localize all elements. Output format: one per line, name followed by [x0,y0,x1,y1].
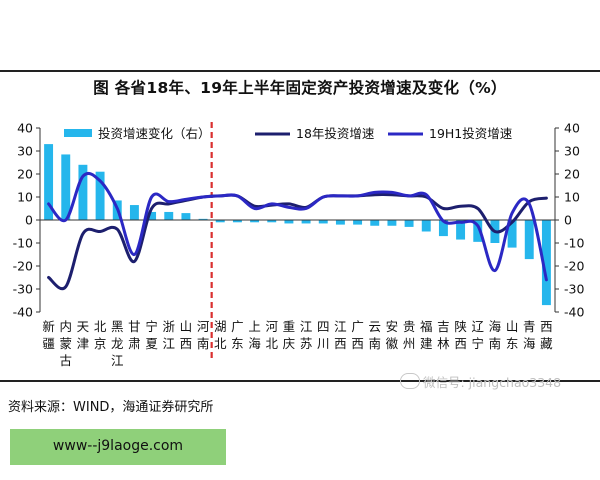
x-label-21: 贵州 [403,319,416,351]
x-label-11: 广东 [231,319,244,351]
bar-12 [250,220,260,223]
bar-21 [404,220,414,227]
x-label-12: 上海 [248,319,261,351]
x-label-2: 天津 [77,319,90,351]
bar-0 [44,144,54,220]
site-banner[interactable]: www--j9laoge.com [10,429,226,465]
y-tick-label-left: -40 [13,305,33,320]
x-label-6: 宁夏 [145,319,158,351]
chart-svg: 40 30 20 10 0 -10 -20 -30 -40 40 30 20 10 0 -10 -20 -30 -… [13,121,585,369]
bar-group [44,144,551,306]
x-label-5: 甘肃 [128,319,141,351]
bar-14 [284,220,294,224]
x-label-0: 新疆 [42,319,55,351]
x-label-26: 海南 [489,319,502,351]
x-label-3: 北京 [94,319,107,351]
bar-7 [164,211,174,220]
y-tick-label-left: 0 [25,213,33,228]
y-tick-label-left: -20 [13,259,33,274]
bar-11 [232,220,242,223]
bar-24 [456,220,466,240]
legend-label-18: 18年投资增速 [296,126,375,141]
y-tick-label-right: 10 [564,190,580,205]
source-note: 资料来源：WIND，海通证券研究所 [8,400,214,415]
bar-9 [198,218,208,220]
x-label-28: 青海 [523,319,536,351]
x-label-1: 内蒙古 [59,319,72,368]
x-label-24: 陕西 [454,319,467,351]
x-label-25: 辽宁 [471,319,484,351]
y-tick-label-left: -30 [13,282,33,297]
x-labels: 新疆内蒙古天津北京黑龙江甘肃宁夏浙江山西河南湖北广东上海河北重庆江苏四川江西广西… [42,319,553,368]
bar-22 [421,220,431,232]
bar-18 [353,220,363,225]
axes-group: 40 30 20 10 0 -10 -20 -30 -40 40 30 20 10 0 -10 -20 -30 -… [13,121,584,360]
bar-3 [95,171,105,220]
bar-2 [78,164,88,220]
legend-label-bars: 投资增速变化（右） [98,126,211,141]
bar-10 [215,220,225,223]
bottom-rule [0,380,600,382]
y-tick-label-right: 20 [564,167,580,182]
bar-27 [507,220,517,248]
y-tick-label-left: 10 [17,190,33,205]
x-label-4: 黑龙江 [111,319,124,368]
x-label-10: 湖北 [214,319,227,351]
bar-28 [524,220,534,260]
bar-19 [370,220,380,226]
bar-29 [541,220,551,306]
watermark-text: 微信号: jiangchao3348 [423,375,562,390]
legend-swatch-bars [64,129,92,137]
x-label-15: 江苏 [300,319,313,351]
legend-label-19: 19H1投资增速 [429,126,513,141]
bar-25 [473,220,483,242]
bar-17 [335,220,345,225]
y-tick-label-left: -10 [13,236,33,251]
y-tick-label-right: 0 [564,213,572,228]
y-tick-label-right: -10 [564,236,584,251]
bar-8 [181,213,191,220]
x-label-23: 吉林 [437,319,450,351]
legend: 投资增速变化（右） 18年投资增速 19H1投资增速 [64,126,513,141]
x-label-9: 河南 [197,319,210,351]
x-label-14: 重庆 [283,319,296,351]
bar-16 [318,220,328,224]
x-label-18: 广西 [351,319,364,351]
bar-20 [387,220,397,226]
x-label-19: 云南 [368,319,381,351]
line-series-2 [47,171,548,282]
x-label-16: 四川 [317,319,330,351]
bar-13 [267,220,277,223]
bar-23 [438,220,448,237]
x-label-8: 山西 [180,319,193,351]
x-label-17: 江西 [334,319,347,351]
bar-1 [61,154,71,220]
y-tick-label-right: 40 [564,121,580,136]
bar-15 [301,220,311,224]
top-rule [0,70,600,72]
y-tick-label-right: -40 [564,305,584,320]
x-label-29: 西藏 [540,319,553,351]
x-label-13: 河北 [265,319,278,351]
line-group [47,171,548,291]
x-label-7: 浙江 [162,319,175,351]
y-tick-label-right: 30 [564,144,580,159]
chart-title: 图 各省18年、19年上半年固定资产投资增速及变化（%） [93,79,507,97]
y-tick-label-left: 30 [17,144,33,159]
bar-6 [147,211,157,220]
banner-text: www--j9laoge.com [52,438,184,454]
bar-5 [129,205,139,220]
wechat-icon [400,373,420,389]
y-tick-label-left: 40 [17,121,33,136]
x-label-27: 山东 [506,319,519,351]
watermark: 微信号: jiangchao3348 [400,372,561,391]
line-series-1 [47,193,548,291]
y-tick-label-right: -20 [564,259,584,274]
y-tick-label-right: -30 [564,282,584,297]
x-label-20: 安徽 [386,319,399,351]
x-label-22: 福建 [420,319,433,351]
y-tick-label-left: 20 [17,167,33,182]
